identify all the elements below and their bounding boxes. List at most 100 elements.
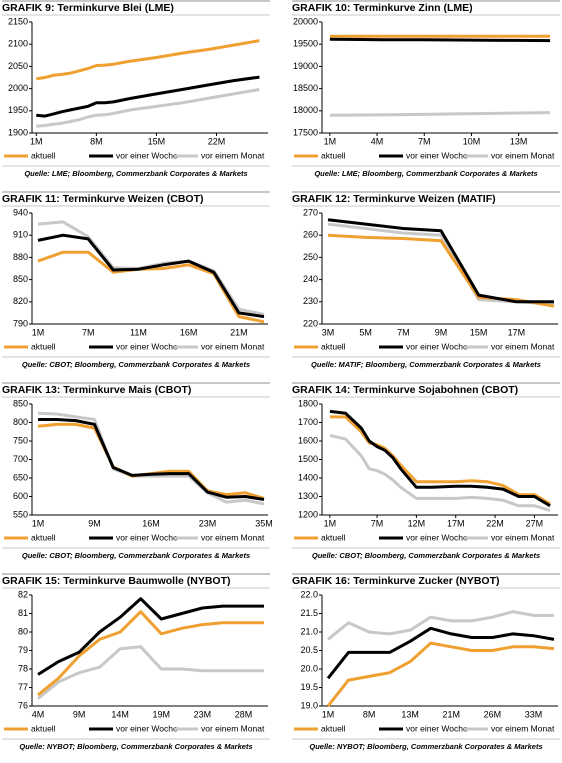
legend-label: vor einer Woche (116, 150, 178, 160)
x-tick-label: 1M (30, 136, 43, 146)
y-tick-label: 2100 (8, 39, 28, 49)
y-tick-label: 79 (18, 645, 28, 655)
x-tick-label: 26M (484, 709, 502, 719)
y-tick-label: 550 (13, 509, 28, 519)
chart-title: GRAFIK 14: Terminkurve Sojabohnen (CBOT) (292, 384, 518, 396)
y-tick-label: 270 (303, 207, 318, 217)
source-note: Quelle: CBOT; Bloomberg, Commerzbank Cor… (312, 551, 540, 560)
y-tick-label: 1950 (8, 105, 28, 115)
series-line (327, 610, 554, 641)
legend-label: vor einer Woche (406, 150, 468, 160)
legend-label: aktuell (321, 150, 346, 160)
y-tick-label: 77 (18, 682, 28, 692)
y-tick-label: 820 (13, 296, 28, 306)
y-tick-label: 76 (18, 700, 28, 710)
y-tick-label: 21.0 (300, 626, 318, 636)
legend-label: vor einer Woche (116, 723, 178, 733)
chart-title: GRAFIK 16: Terminkurve Zucker (NYBOT) (292, 575, 500, 587)
x-tick-label: 1M (324, 136, 337, 146)
legend-label: vor einem Monat (491, 532, 555, 542)
y-tick-label: 82 (18, 589, 28, 599)
y-tick-label: 700 (13, 454, 28, 464)
x-tick-label: 7M (82, 327, 95, 337)
y-tick-label: 880 (13, 252, 28, 262)
legend-label: vor einem Monat (491, 150, 555, 160)
series-line (37, 597, 264, 676)
series-line (36, 39, 260, 81)
legend-label: vor einer Woche (116, 341, 178, 351)
x-tick-label: 4M (32, 709, 45, 719)
y-tick-label: 1400 (298, 472, 318, 482)
y-tick-label: 19000 (293, 61, 318, 71)
x-tick-label: 9M (73, 709, 86, 719)
x-tick-label: 28M (235, 709, 253, 719)
legend-label: vor einer Woche (406, 532, 468, 542)
legend-label: vor einer Woche (116, 532, 178, 542)
legend-label: vor einem Monat (491, 341, 555, 351)
x-tick-label: 22M (208, 136, 226, 146)
source-note: Quelle: LME; Bloomberg, Commerzbank Corp… (24, 169, 247, 178)
source-note: Quelle: LME; Bloomberg, Commerzbank Corp… (314, 169, 537, 178)
x-tick-label: 23M (194, 709, 212, 719)
chart-title: GRAFIK 10: Terminkurve Zinn (LME) (292, 2, 473, 14)
x-tick-label: 22M (486, 518, 504, 528)
series-line (329, 409, 551, 508)
chart-title: GRAFIK 11: Terminkurve Weizen (CBOT) (2, 193, 203, 205)
y-tick-label: 750 (13, 435, 28, 445)
legend-label: aktuell (31, 532, 56, 542)
x-tick-label: 15M (470, 327, 488, 337)
series-line (36, 88, 260, 128)
y-tick-label: 18500 (293, 83, 318, 93)
y-tick-label: 18000 (293, 105, 318, 115)
x-tick-label: 11M (130, 327, 147, 337)
y-tick-label: 1500 (298, 454, 318, 464)
y-tick-label: 20.5 (300, 645, 318, 655)
series-line (327, 218, 554, 304)
x-tick-label: 1M (322, 709, 335, 719)
series-line (38, 418, 265, 501)
x-tick-label: 21M (443, 709, 461, 719)
y-tick-label: 21.5 (300, 608, 318, 618)
source-note: Quelle: CBOT; Bloomberg, Commerzbank Cor… (22, 551, 250, 560)
y-tick-label: 260 (303, 230, 318, 240)
y-tick-label: 81 (18, 608, 28, 618)
x-tick-label: 27M (526, 518, 544, 528)
y-tick-label: 20000 (293, 16, 318, 26)
y-tick-label: 850 (13, 398, 28, 408)
chart-title: GRAFIK 9: Terminkurve Blei (LME) (2, 2, 174, 14)
x-tick-label: 16M (142, 518, 160, 528)
series-line (327, 233, 555, 308)
x-tick-label: 17M (447, 518, 465, 528)
y-tick-label: 19.5 (300, 682, 318, 692)
y-tick-label: 20.0 (300, 663, 318, 673)
series-line (37, 411, 265, 506)
x-tick-label: 16M (180, 327, 198, 337)
source-note: Quelle: MATIF; Bloomberg, Commerzbank Co… (311, 360, 541, 369)
x-tick-label: 14M (111, 709, 129, 719)
series-line (37, 422, 265, 500)
x-tick-label: 33M (525, 709, 543, 719)
x-tick-label: 21M (230, 327, 248, 337)
x-tick-label: 1M (32, 518, 45, 528)
y-tick-label: 790 (13, 318, 28, 328)
y-tick-label: 1300 (298, 491, 318, 501)
legend-label: vor einem Monat (201, 532, 265, 542)
legend-label: aktuell (321, 723, 346, 733)
legend-label: aktuell (31, 150, 56, 160)
series-line (36, 75, 260, 118)
series-line (329, 111, 551, 117)
y-tick-label: 19500 (293, 39, 318, 49)
series-line (37, 250, 265, 324)
x-tick-label: 10M (463, 136, 481, 146)
chart-title: GRAFIK 12: Terminkurve Weizen (MATIF) (292, 193, 496, 205)
y-tick-label: 2000 (8, 83, 28, 93)
y-tick-label: 230 (303, 296, 318, 306)
series-line (37, 645, 264, 700)
x-tick-label: 9M (88, 518, 101, 528)
y-tick-label: 17500 (293, 127, 318, 137)
x-tick-label: 8M (90, 136, 103, 146)
source-note: Quelle: NYBOT; Bloomberg, Commerzbank Co… (309, 742, 542, 751)
y-tick-label: 80 (18, 626, 28, 636)
y-tick-label: 250 (303, 252, 318, 262)
